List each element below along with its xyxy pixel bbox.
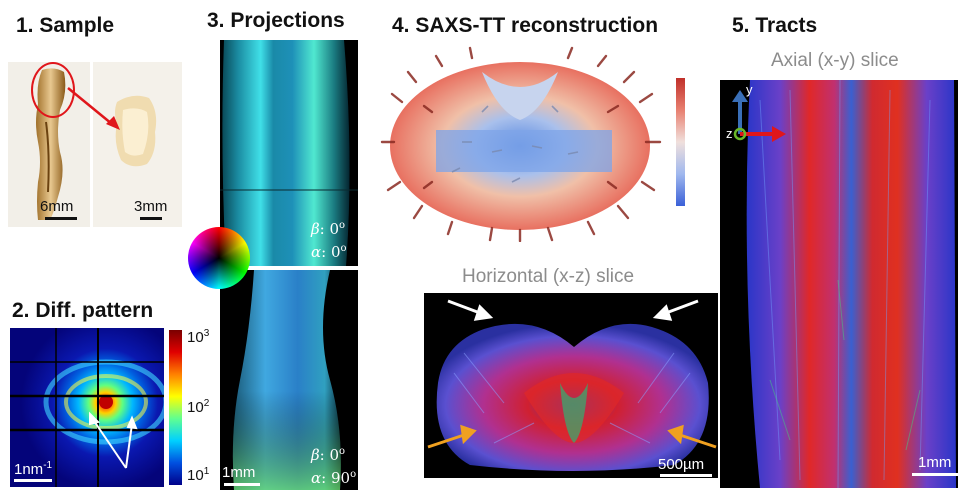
- sample-scale-label-right: 3mm: [134, 198, 168, 215]
- saxs-scale-bar: [660, 474, 712, 477]
- projection-scale-bar: [224, 483, 260, 486]
- projection-top-image: [220, 40, 358, 266]
- sample-scale-bar-right: [140, 217, 162, 220]
- projection-bottom-image: [220, 270, 358, 490]
- orientation-color-wheel: [188, 227, 250, 289]
- panel-title-tracts: 5. Tracts: [732, 14, 818, 37]
- tracts-axis-indicator: [732, 90, 786, 142]
- sample-zoom-arrow: [67, 87, 120, 130]
- tracts-scale-bar: [912, 473, 958, 476]
- colorbar-label-top: 103: [187, 328, 210, 346]
- panel-title-sample: 1. Sample: [16, 14, 115, 37]
- diffraction-scale-bar: [14, 479, 52, 482]
- sample-photo-zoom: [93, 62, 182, 227]
- projection-scale-label: 1mm: [222, 464, 256, 481]
- diffraction-image: [10, 328, 164, 487]
- sample-highlight-circle: [31, 62, 75, 118]
- saxs-colorbar: [676, 78, 685, 206]
- diffraction-colorbar: [169, 330, 182, 485]
- saxs-3d-reconstruction: [372, 42, 668, 242]
- saxs-scale-label: 500µm: [658, 456, 705, 473]
- saxs-slice-subtitle: Horizontal (x-z) slice: [462, 266, 635, 287]
- colorbar-label-bottom: 101: [187, 466, 210, 484]
- axis-label-z: z: [726, 126, 733, 141]
- projection-top-beta: β: 0o: [311, 220, 346, 238]
- sample-scale-label-left: 6mm: [40, 198, 74, 215]
- tracts-axial-slice-image: [720, 80, 958, 488]
- panel-title-saxs: 4. SAXS-TT reconstruction: [392, 14, 659, 37]
- sample-scale-bar-left: [45, 217, 77, 220]
- panel-title-diffraction: 2. Diff. pattern: [12, 299, 154, 322]
- projection-top-alpha: α: 0o: [311, 243, 347, 261]
- diffraction-scale-label: 1nm-1: [14, 460, 53, 478]
- colorbar-label-mid: 102: [187, 398, 210, 416]
- projection-bottom-beta: β: 0o: [311, 446, 346, 464]
- saxs-horizontal-slice-image: [424, 293, 718, 478]
- tracts-slice-subtitle: Axial (x-y) slice: [771, 50, 899, 71]
- panel-title-projections: 3. Projections: [207, 9, 345, 32]
- axis-label-y: y: [746, 82, 753, 97]
- projection-bottom-alpha: α: 90o: [311, 469, 357, 487]
- tracts-scale-label: 1mm: [918, 454, 952, 471]
